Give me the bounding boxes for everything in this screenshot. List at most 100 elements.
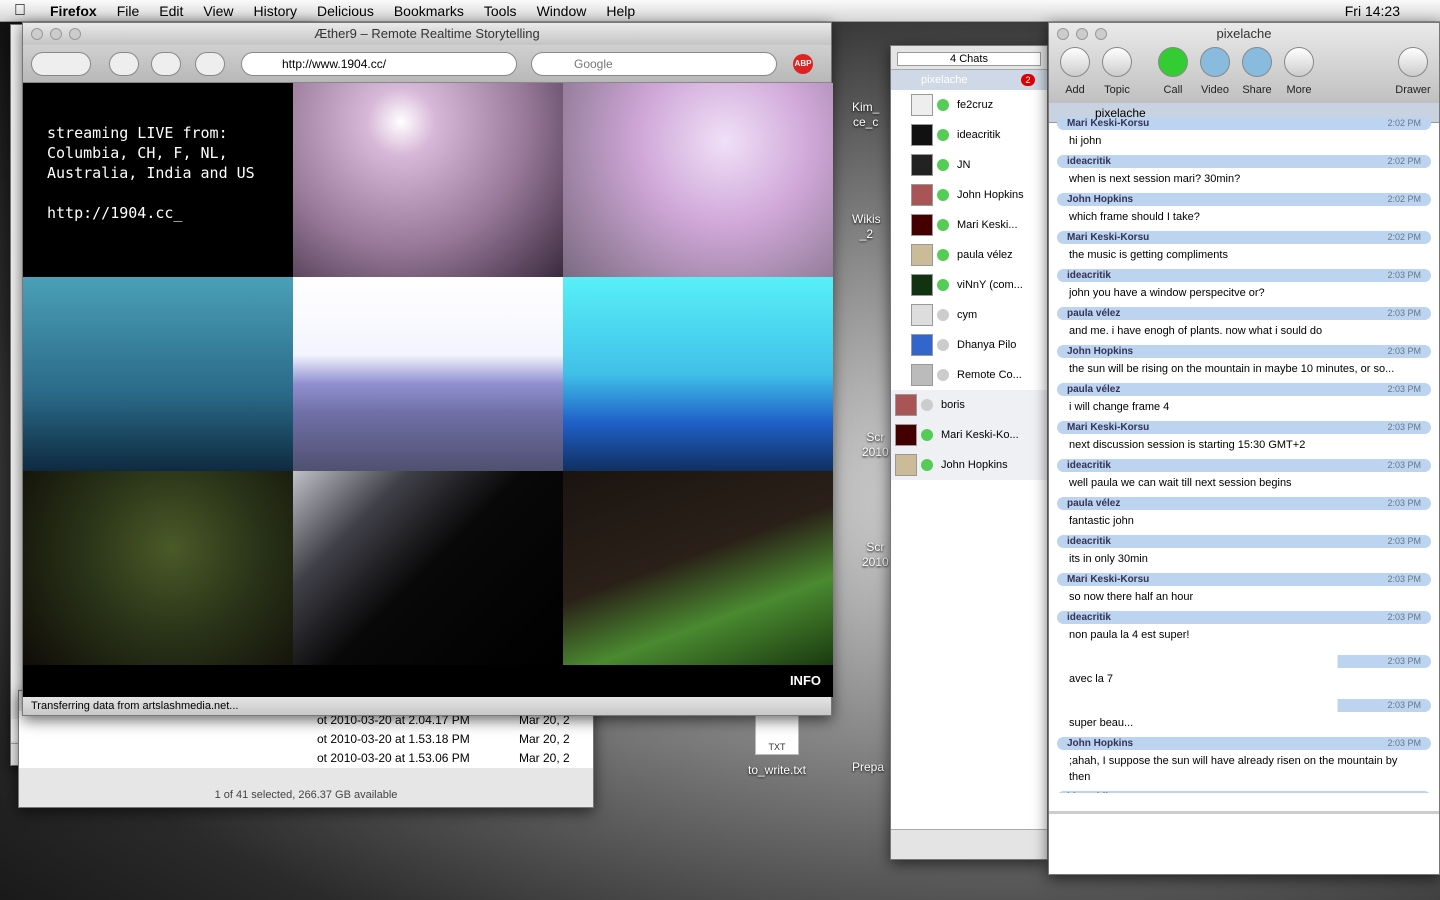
contact[interactable]: JN [891,150,1047,180]
search-box[interactable]: Google [531,52,777,76]
status-icon [937,159,949,171]
contact[interactable]: paula vélez [891,240,1047,270]
button-label: Share [1242,84,1272,96]
minimize-button[interactable] [1076,28,1088,40]
menu[interactable]: Help [594,2,635,19]
clock[interactable]: Fri 14:23 [1344,2,1400,19]
desktop-icon[interactable]: Wikis _2 [852,212,881,242]
status-icon [921,429,933,441]
minimize-button[interactable] [50,28,62,40]
webcam-frame [563,277,833,471]
message-text: so now there half an hour [1069,591,1194,603]
contact[interactable]: John Hopkins [891,180,1047,210]
avatar [911,184,933,206]
contact-name: fe2cruz [957,99,994,111]
desktop-icon[interactable]: Scr 2010 [862,430,889,460]
desktop-icon[interactable]: Kim_ ce_c [852,100,879,130]
message-text: i will change frame 4 [1069,401,1170,413]
message: ideacritik 2:03 PM non paula la 4 est supe… [1057,611,1431,649]
reload-button[interactable] [109,52,139,76]
stop-button[interactable] [151,52,181,76]
message-header: ideacritik 2:03 PM [1057,459,1431,472]
toolbar-button[interactable]: Topic [1097,47,1137,101]
desktop-icon[interactable]: Prepa [852,760,884,775]
message-header: ideacritik 2:03 PM [1057,269,1431,282]
menu[interactable]: History [241,2,297,19]
toolbar-button[interactable]: Share [1237,47,1277,101]
button-label: Topic [1104,84,1130,96]
message-author: paula vélez [1067,384,1121,395]
file-date: Mar 20, 2 [519,732,570,746]
contact[interactable]: Dhanya Pilo [891,330,1047,360]
toolbar-button[interactable]: Call [1153,47,1193,101]
message-author: John Hopkins [1067,738,1134,749]
back-forward[interactable] [31,52,91,76]
message-text: the music is getting compliments [1069,249,1228,261]
finder-status: 1 of 41 selected, 266.37 GB available [214,789,398,801]
message-author: Mari Keski-Korsu [1067,118,1150,129]
avatar [895,394,917,416]
menu[interactable]: Window [524,2,587,19]
message-text: hi john [1069,135,1102,147]
message-time: 2:03 PM [1387,656,1421,666]
status-icon [937,99,949,111]
contact[interactable]: boris [891,390,1047,420]
contact[interactable]: John Hopkins [891,450,1047,480]
close-button[interactable] [1057,28,1069,40]
menu[interactable]: File [104,2,140,19]
home-button[interactable] [195,52,225,76]
menu[interactable]: Tools [471,2,517,19]
menu[interactable]: Edit [147,2,183,19]
info-button[interactable]: INFO [23,665,833,697]
message-header: Mari Keski-Korsu 2:03 PM [1057,573,1431,586]
message-author: ideacritik [1067,156,1111,167]
desktop-icon[interactable]: Scr 2010 [862,540,889,570]
apple-menu[interactable]:  [0,2,40,20]
status-icon [937,129,949,141]
avatar [895,454,917,476]
toolbar-button[interactable]: Drawer [1393,47,1433,101]
message-input[interactable] [1049,811,1439,874]
group-header[interactable]: pixelache 2 [891,70,1047,90]
contact-name: John Hopkins [957,189,1024,201]
adblock-button[interactable]: ABP [793,54,813,74]
message: John Hopkins 2:03 PM the sun will be risin… [1057,345,1431,383]
message-header: John Hopkins 2:03 PM [1057,737,1431,750]
message-time: 2:03 PM [1387,791,1421,793]
contact[interactable]: Mari Keski... [891,210,1047,240]
menu[interactable]: View [191,2,233,19]
contact[interactable]: viNnY (com... [891,270,1047,300]
contact[interactable]: fe2cruz [891,90,1047,120]
file-row[interactable]: ot 2010-03-20 at 1.53.18 PM Mar 20, 2 [19,730,593,749]
message-text: its in only 30min [1069,553,1148,565]
menu[interactable]: Bookmarks [381,2,464,19]
toolbar-button[interactable]: More [1279,47,1319,101]
contact[interactable]: Mari Keski-Ko... [891,420,1047,450]
contact[interactable]: Remote Co... [891,360,1047,390]
menus: File Edit View History Delicious Bookmarks Too… [107,3,645,19]
toolbar-button[interactable]: Add [1055,47,1095,101]
contact[interactable]: cym [891,300,1047,330]
toolbar-button[interactable]: Video [1195,47,1235,101]
browser-window: Æther9 – Remote Realtime Storytelling ht… [22,22,833,716]
contact[interactable]: ideacritik [891,120,1047,150]
webcam-frame [293,471,563,665]
avatar [895,424,917,446]
message-author: paula vélez [1067,498,1121,509]
file-row[interactable]: ot 2010-03-20 at 1.53.06 PM Mar 20, 2 [19,749,593,768]
zoom-button[interactable] [69,28,81,40]
chats-window: 4 Chats pixelache 2 fe2cruz ideacritik JN J… [890,45,1048,860]
chats-selector[interactable]: 4 Chats [897,52,1041,66]
status-icon [921,459,933,471]
zoom-button[interactable] [1095,28,1107,40]
message-header: ideacritik 2:03 PM [1057,535,1431,548]
close-button[interactable] [31,28,43,40]
app-menu[interactable]: Firefox [38,2,97,19]
url-bar[interactable]: http://www.1904.cc/ [241,52,517,76]
file-date: Mar 20, 2 [519,713,570,727]
message-header: ideacritik 2:03 PM [1057,791,1431,793]
status-icon [921,399,933,411]
menu[interactable]: Delicious [305,2,374,19]
message-text: when is next session mari? 30min? [1069,173,1241,185]
icon-label: Wikis [852,212,881,226]
